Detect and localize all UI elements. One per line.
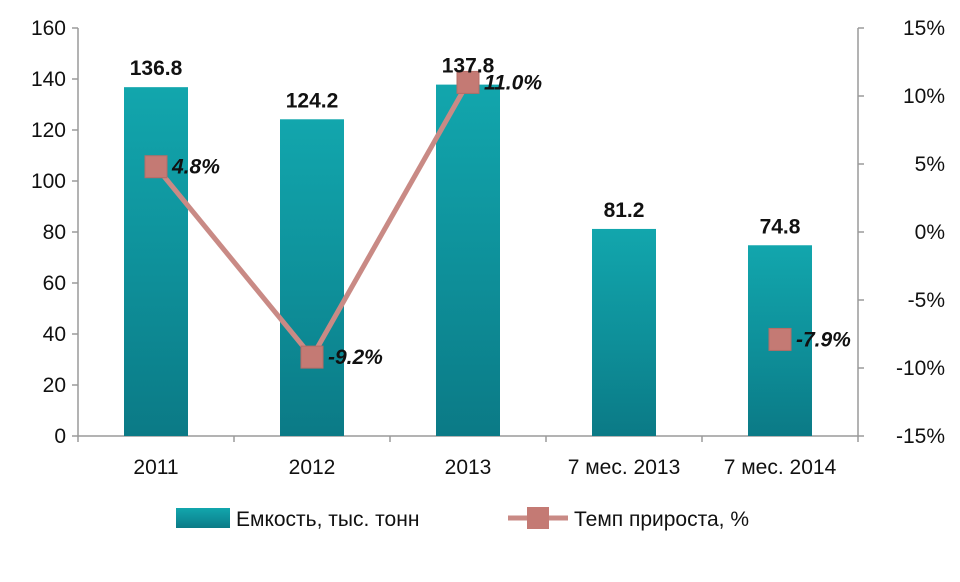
growth-value-label: 4.8% <box>171 156 220 179</box>
y-left-tick-label: 40 <box>43 323 66 346</box>
growth-value-label: -9.2% <box>328 346 383 369</box>
bar-value-label: 136.8 <box>130 57 183 80</box>
growth-point <box>456 70 480 94</box>
legend: Емкость, тыс. тонн Темп прироста, % <box>176 507 749 531</box>
y-right-tick-label: -10% <box>896 357 945 380</box>
y-left-tick-label: 160 <box>31 17 66 40</box>
bars <box>124 84 812 437</box>
legend-bar-label: Емкость, тыс. тонн <box>236 508 419 531</box>
y-right-tick-label: 15% <box>903 17 945 40</box>
y-right-tick-label: 5% <box>915 153 945 176</box>
y-right-tick-label: 10% <box>903 85 945 108</box>
y-left-tick-label: 60 <box>43 272 66 295</box>
growth-line <box>144 70 792 369</box>
y-right-tick-label: -15% <box>896 425 945 448</box>
bar-value-label: 81.2 <box>604 199 645 222</box>
growth-value-label: -7.9% <box>796 328 851 351</box>
legend-line-marker <box>527 507 549 529</box>
bar <box>280 119 344 436</box>
x-tick-label: 7 мес. 2014 <box>724 456 837 479</box>
growth-point <box>768 327 792 351</box>
bar-value-label: 124.2 <box>286 89 339 112</box>
legend-line-label: Темп прироста, % <box>574 508 749 531</box>
bar <box>124 87 188 436</box>
growth-value-label: 11.0% <box>484 71 542 94</box>
bar <box>592 228 656 436</box>
y-left-tick-label: 80 <box>43 221 66 244</box>
x-tick-label: 2013 <box>445 456 492 479</box>
growth-line-segment <box>154 165 314 359</box>
x-tick-label: 2012 <box>289 456 336 479</box>
legend-bar-swatch <box>176 508 230 528</box>
y-left-tick-label: 140 <box>31 68 66 91</box>
y-left-tick-label: 20 <box>43 374 66 397</box>
bar-value-label: 137.8 <box>442 55 495 78</box>
axes: 0 20 40 60 80 100 120 140 160 -15% -10% -5% 0% 5% 10% 1… <box>31 17 945 479</box>
x-tick-label: 2011 <box>133 456 178 479</box>
bar <box>436 84 500 437</box>
bar-value-label: 74.8 <box>760 215 801 238</box>
growth-line-segment <box>309 81 471 359</box>
y-left-tick-label: 120 <box>31 119 66 142</box>
growth-point <box>144 155 168 179</box>
growth-point <box>300 345 324 369</box>
data-labels: 136.8 124.2 137.8 81.2 74.8 4.8% -9.2% 11.0% -7.… <box>130 55 851 370</box>
y-left-tick-label: 100 <box>31 170 66 193</box>
y-left-tick-label: 0 <box>54 425 66 448</box>
x-tick-label: 7 мес. 2013 <box>568 456 681 479</box>
y-right-tick-label: 0% <box>915 221 945 244</box>
y-right-tick-label: -5% <box>908 289 945 312</box>
